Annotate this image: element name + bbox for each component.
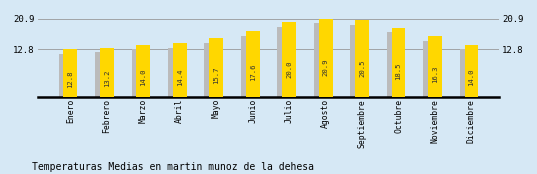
Bar (314, 23, 328, 97)
Text: 13.2: 13.2 (104, 70, 110, 87)
Bar (132, 49, 146, 97)
Bar (59, 54, 72, 97)
Text: 17.6: 17.6 (250, 64, 256, 81)
Bar (423, 41, 437, 97)
Text: 18.5: 18.5 (396, 62, 402, 80)
Bar (355, 20, 369, 97)
Text: 14.0: 14.0 (468, 69, 475, 86)
Text: 15.7: 15.7 (213, 66, 219, 84)
Bar (100, 48, 114, 97)
Bar (173, 43, 187, 97)
Text: 14.0: 14.0 (140, 69, 146, 86)
Bar (209, 38, 223, 97)
Text: 20.0: 20.0 (286, 60, 292, 78)
Bar (460, 49, 474, 97)
Text: Temperaturas Medias en martin munoz de la dehesa: Temperaturas Medias en martin munoz de l… (32, 162, 314, 172)
Bar (136, 45, 150, 97)
Bar (63, 49, 77, 97)
Bar (246, 31, 259, 97)
Text: 14.4: 14.4 (177, 68, 183, 86)
Bar (205, 43, 219, 97)
Bar (168, 48, 182, 97)
Text: 20.9: 20.9 (323, 59, 329, 76)
Text: 20.5: 20.5 (359, 59, 365, 77)
Bar (95, 52, 109, 97)
Bar (282, 22, 296, 97)
Bar (465, 45, 478, 97)
Bar (428, 36, 442, 97)
Bar (391, 28, 405, 97)
Bar (278, 27, 291, 97)
Bar (318, 19, 332, 97)
Bar (350, 25, 364, 97)
Bar (387, 32, 401, 97)
Text: 12.8: 12.8 (67, 70, 73, 88)
Text: 16.3: 16.3 (432, 65, 438, 83)
Bar (241, 36, 255, 97)
